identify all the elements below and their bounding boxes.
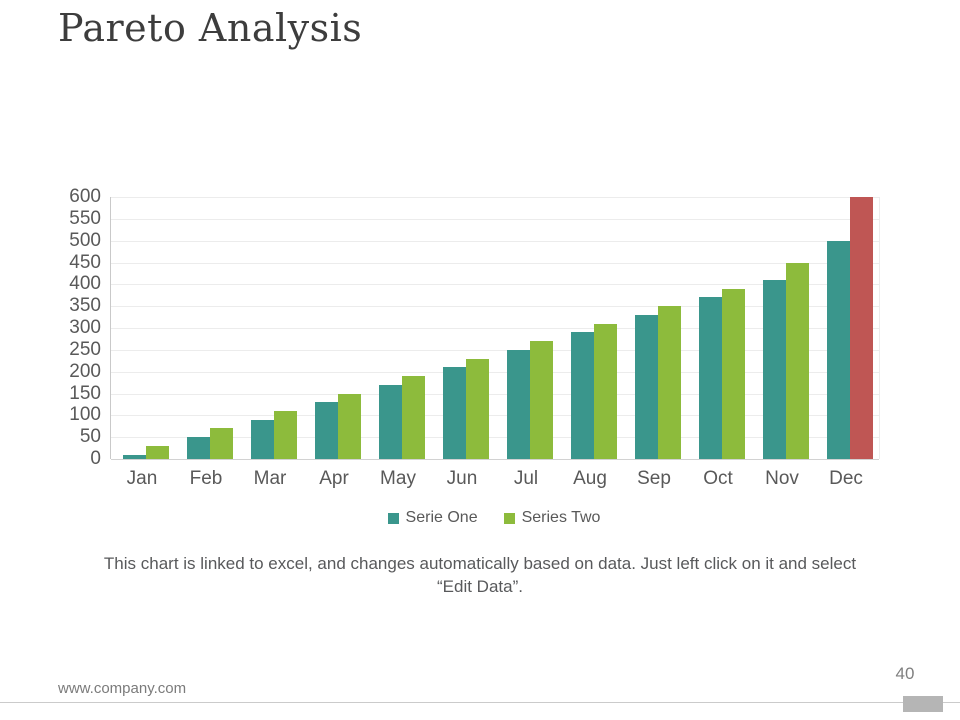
y-tick-250: 250 [69,338,101,360]
bar-serie-one-mar [251,419,274,459]
legend-label-serie-one: Serie One [405,509,478,526]
y-tick-100: 100 [69,404,101,426]
bar-serie-one-dec [827,240,850,459]
gridline-0 [111,459,879,460]
bar-serie-one-jun [443,367,466,459]
y-tick-550: 550 [69,207,101,229]
x-tick-jul: Jul [513,468,539,489]
y-tick-350: 350 [69,295,101,317]
bar-serie-one-jul [507,349,530,459]
gridline-300 [111,328,879,329]
chart-caption: This chart is linked to excel, and chang… [103,554,857,597]
x-tick-mar: Mar [253,468,287,489]
gridline-100 [111,415,879,417]
bar-serie-one-may [379,384,402,459]
gridline-600 [111,197,879,198]
gridline-200 [111,371,879,373]
bar-serie-one-jan [123,454,146,459]
page-number: 40 [895,664,915,683]
bar-series-two-feb [210,428,233,459]
bar-series-two-apr [338,393,361,459]
y-tick-150: 150 [69,382,101,404]
gridline-550 [111,218,879,220]
x-tick-aug: Aug [573,468,607,489]
x-tick-jan: Jan [126,468,158,489]
y-tick-600: 600 [69,186,101,207]
bar-series-two-sep [658,306,681,459]
chart-legend: Serie One Series Two [110,509,878,527]
y-tick-50: 50 [79,426,101,448]
bar-series-two-dec [850,197,873,459]
gridline-150 [111,393,879,395]
gridline-350 [111,306,879,308]
legend-item-serie-one: Serie One [387,509,478,527]
x-tick-jun: Jun [446,468,478,489]
y-tick-450: 450 [69,251,101,273]
bar-series-two-mar [274,410,297,459]
gridline-50 [111,437,879,439]
gridline-500 [111,240,879,242]
bar-series-two-jun [466,358,489,459]
bar-series-two-nov [786,262,809,459]
y-tick-300: 300 [69,317,101,338]
bar-serie-one-aug [571,332,594,459]
legend-label-series-two: Series Two [521,509,601,526]
y-tick-0: 0 [90,448,101,469]
bar-serie-one-sep [635,314,658,459]
x-tick-dec: Dec [829,468,863,489]
x-tick-oct: Oct [703,468,733,489]
slide-title: Pareto Analysis [58,6,363,50]
legend-item-series-two: Series Two [503,509,601,527]
bar-series-two-aug [594,323,617,459]
y-tick-500: 500 [69,229,101,251]
bar-series-two-may [402,376,425,459]
chart-area[interactable]: 0 50 100 150 200 250 300 350 400 450 500 550 600 [69,186,880,469]
bar-series-two-oct [722,288,745,459]
footer-divider [0,702,960,703]
x-tick-may: May [380,468,416,489]
bar-serie-one-apr [315,402,338,459]
bar-serie-one-feb [187,437,210,459]
legend-swatch-serie-one [387,512,399,524]
bar-serie-one-oct [699,297,722,459]
gridline-400 [111,284,879,286]
bar-serie-one-nov [763,279,786,459]
bar-series-two-jul [530,341,553,459]
y-tick-400: 400 [69,273,101,295]
x-tick-feb: Feb [189,468,223,489]
gridline-250 [111,349,879,351]
footer-url: www.company.com [58,680,187,697]
x-tick-nov: Nov [765,468,799,489]
bar-series-two-jan [146,445,169,459]
y-tick-200: 200 [69,360,101,382]
gridline-450 [111,262,879,264]
x-tick-sep: Sep [637,468,671,489]
legend-swatch-series-two [503,512,515,524]
page-number-tab [903,696,943,712]
x-tick-apr: Apr [319,468,349,489]
x-axis-labels: Jan Feb Mar Apr May Jun Jul Aug Sep Oct Nov Dec [110,468,878,494]
